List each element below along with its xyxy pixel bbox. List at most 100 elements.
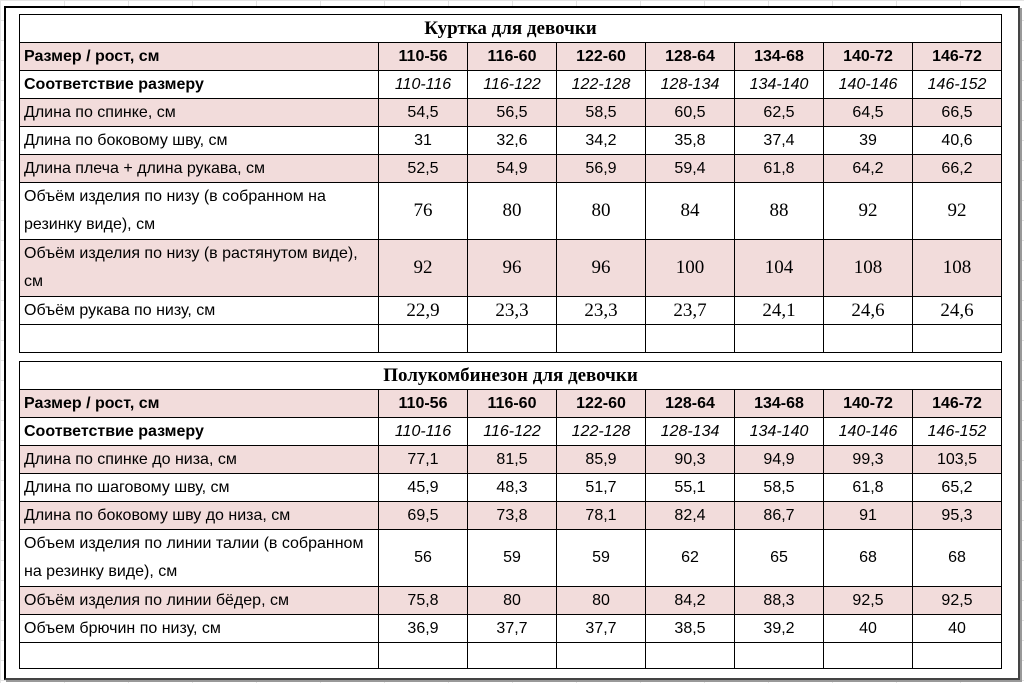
size-header-cell: 128-64 [645,42,735,71]
value-cell: 51,7 [556,473,646,502]
size-header-cell: 122-60 [556,389,646,418]
value-cell: 69,5 [378,501,468,530]
value-cell: 55,1 [645,473,735,502]
correspondence-cell: 122-128 [556,417,646,446]
value-cell: 35,8 [645,126,735,155]
value-cell: 96 [556,239,646,297]
size-header-cell: 116-60 [467,389,557,418]
value-cell: 108 [912,239,1002,297]
value-cell: 24,6 [823,296,913,325]
value-cell: 61,8 [734,154,824,183]
table-row: Объем брючин по низу, см 36,9 37,7 37,7 … [19,614,1002,643]
correspondence-cell: 146-152 [912,70,1002,99]
correspondence-cell: 134-140 [734,70,824,99]
table-row: Объём изделия по низу (в собранном на ре… [19,182,1002,240]
size-header-cell: 122-60 [556,42,646,71]
correspondence-cell: 122-128 [556,70,646,99]
row-label: Объём рукава по низу, см [19,296,379,325]
row-label: Длина плеча + длина рукава, см [19,154,379,183]
correspondence-cell: 134-140 [734,417,824,446]
value-cell: 56,9 [556,154,646,183]
value-cell: 108 [823,239,913,297]
row-label: Объём изделия по линии бёдер, см [19,586,379,615]
value-cell: 39,2 [734,614,824,643]
size-header-cell: 140-72 [823,389,913,418]
value-cell: 66,2 [912,154,1002,183]
value-cell: 62,5 [734,98,824,127]
value-cell: 81,5 [467,445,557,474]
correspondence-cell: 110-116 [378,417,468,446]
value-cell: 45,9 [378,473,468,502]
value-cell: 66,5 [912,98,1002,127]
empty-row [19,642,1002,669]
table-row: Длина по боковому шву, см 31 32,6 34,2 3… [19,126,1002,155]
correspondence-label: Соответствие размеру [19,70,379,99]
size-header-label: Размер / рост, см [19,42,379,71]
row-label: Длина по боковому шву, см [19,126,379,155]
row-label: Объем брючин по низу, см [19,614,379,643]
value-cell: 73,8 [467,501,557,530]
value-cell: 75,8 [378,586,468,615]
value-cell: 59 [556,529,646,587]
jacket-size-table: Куртка для девочки Размер / рост, см 110… [19,14,1002,353]
value-cell: 31 [378,126,468,155]
correspondence-cell: 128-134 [645,70,735,99]
value-cell: 91 [823,501,913,530]
value-cell: 24,1 [734,296,824,325]
value-cell: 103,5 [912,445,1002,474]
table-row: Длина по шаговому шву, см 45,9 48,3 51,7… [19,473,1002,502]
correspondence-cell: 116-122 [467,417,557,446]
value-cell: 58,5 [556,98,646,127]
value-cell: 39 [823,126,913,155]
value-cell: 22,9 [378,296,468,325]
row-label: Объём изделия по низу (в собранном на ре… [19,182,379,240]
value-cell: 40,6 [912,126,1002,155]
value-cell: 94,9 [734,445,824,474]
value-cell: 24,6 [912,296,1002,325]
value-cell: 68 [823,529,913,587]
row-label: Объём изделия по низу (в растянутом виде… [19,239,379,297]
size-header-label: Размер / рост, см [19,389,379,418]
value-cell: 88,3 [734,586,824,615]
value-cell: 61,8 [823,473,913,502]
value-cell: 23,3 [556,296,646,325]
value-cell: 65,2 [912,473,1002,502]
table-row: Объем изделия по линии талии (в собранно… [19,529,1002,587]
value-cell: 86,7 [734,501,824,530]
value-cell: 36,9 [378,614,468,643]
value-cell: 34,2 [556,126,646,155]
table-row: Длина по спинке, см 54,5 56,5 58,5 60,5 … [19,98,1002,127]
table-row: Объём изделия по линии бёдер, см 75,8 80… [19,586,1002,615]
size-header-cell: 134-68 [734,389,824,418]
value-cell: 90,3 [645,445,735,474]
value-cell: 77,1 [378,445,468,474]
correspondence-cell: 116-122 [467,70,557,99]
value-cell: 65 [734,529,824,587]
table-row: Длина по боковому шву до низа, см 69,5 7… [19,501,1002,530]
value-cell: 52,5 [378,154,468,183]
size-header-cell: 110-56 [378,389,468,418]
correspondence-cell: 146-152 [912,417,1002,446]
row-label: Длина по спинке, см [19,98,379,127]
row-label: Длина по боковому шву до низа, см [19,501,379,530]
value-cell: 80 [556,182,646,240]
value-cell: 62 [645,529,735,587]
overalls-size-table: Полукомбинезон для девочки Размер / рост… [19,361,1002,669]
value-cell: 40 [823,614,913,643]
value-cell: 100 [645,239,735,297]
size-header-cell: 146-72 [912,42,1002,71]
value-cell: 23,3 [467,296,557,325]
value-cell: 59,4 [645,154,735,183]
empty-row [19,324,1002,353]
value-cell: 92 [912,182,1002,240]
row-label: Длина по шаговому шву, см [19,473,379,502]
value-cell: 92 [823,182,913,240]
table-row: Длина по спинке до низа, см 77,1 81,5 85… [19,445,1002,474]
value-cell: 96 [467,239,557,297]
size-header-cell: 128-64 [645,389,735,418]
value-cell: 37,7 [467,614,557,643]
correspondence-label: Соответствие размеру [19,417,379,446]
table-title: Полукомбинезон для девочки [19,361,1002,390]
correspondence-cell: 140-146 [823,417,913,446]
size-header-cell: 134-68 [734,42,824,71]
